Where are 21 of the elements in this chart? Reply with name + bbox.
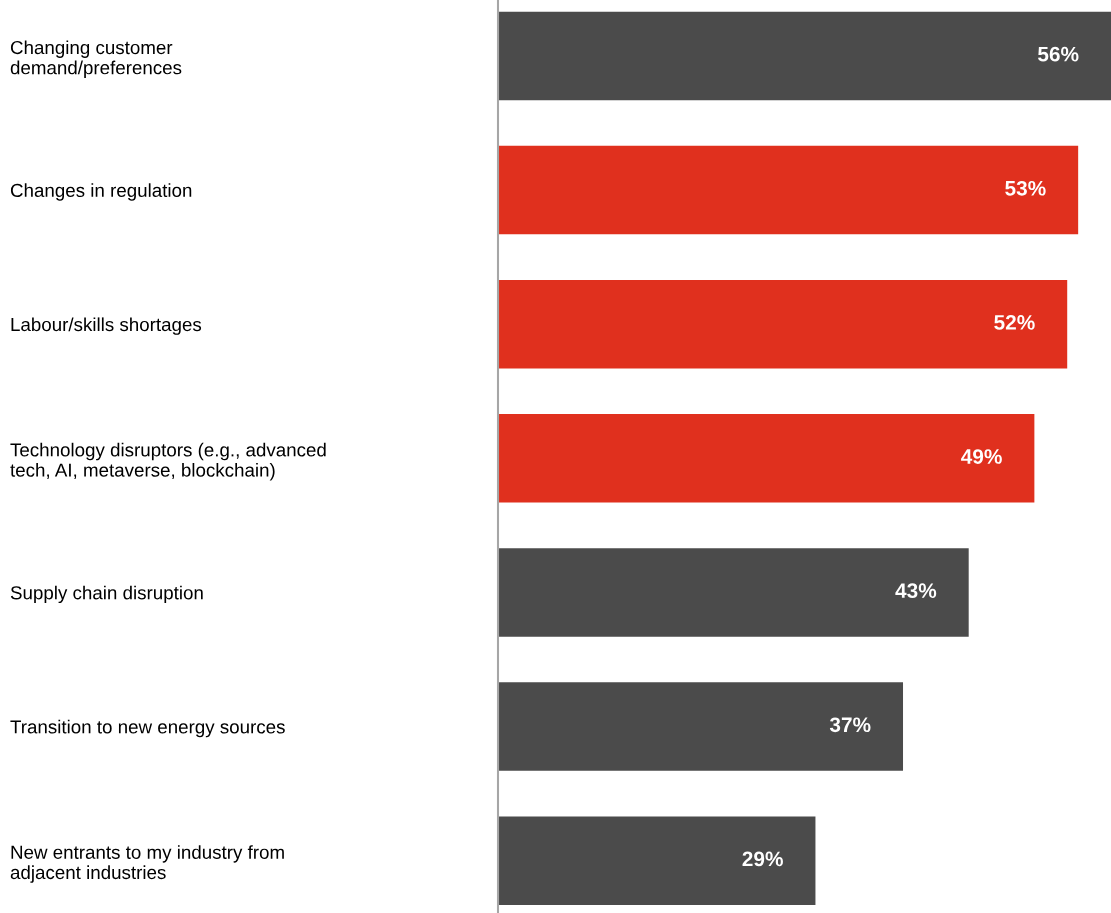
bar [498, 682, 904, 771]
bar [498, 816, 816, 905]
data-label: 29% [742, 851, 783, 867]
bar [498, 279, 1068, 369]
y-tick-label: Changes in regulation [10, 183, 192, 201]
y-tick-label: Changing customer demand/preferences [10, 40, 182, 79]
data-label: 37% [829, 717, 871, 733]
bar [498, 145, 1079, 235]
bar [498, 414, 1035, 503]
y-tick-label: New entrants to my industry from adjacent industries [10, 845, 284, 883]
data-label: 56% [1038, 46, 1079, 62]
bar [498, 11, 1111, 101]
y-tick-label: Transition to new energy sources [10, 719, 285, 738]
data-label: 49% [961, 449, 1002, 464]
bar [498, 548, 969, 637]
y-tick-label: Technology disruptors (e.g., advanced tech, AI, metaverse, blockchain) [10, 442, 326, 481]
data-label: 53% [1005, 180, 1046, 196]
y-tick-label: Labour/skills shortages [11, 317, 202, 335]
data-label: 43% [895, 583, 937, 599]
y-tick-label: Supply chain disruption [10, 585, 203, 604]
data-label: 52% [994, 315, 1035, 330]
